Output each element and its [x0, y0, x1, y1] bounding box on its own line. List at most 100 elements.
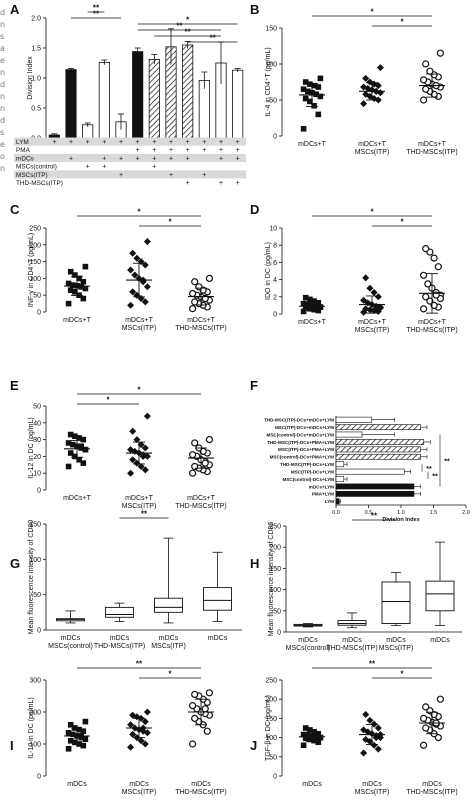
data-point-square [76, 741, 82, 747]
x-category-label: mDCs [159, 635, 179, 642]
x-category-label: mDCs+T [63, 317, 92, 324]
table-cell: + [169, 172, 173, 179]
data-point-square [82, 263, 89, 270]
data-point-square [302, 305, 309, 311]
x-category-label: THD-MSCs(ITP) [94, 643, 145, 650]
data-point-diamond [141, 444, 149, 452]
y-tick-label: 250 [265, 678, 277, 685]
y-tick-label: 100 [265, 62, 277, 69]
table-cell: + [119, 139, 123, 146]
data-point-square [67, 738, 74, 744]
significance-label: ** [185, 28, 192, 37]
table-cell: + [119, 155, 123, 162]
table-cell: + [202, 139, 206, 146]
data-point-square [80, 742, 87, 749]
y-tick-label: 10 [269, 226, 277, 233]
bar [335, 483, 415, 490]
data-point-diamond [374, 745, 382, 753]
significance-label: ** [444, 459, 450, 466]
table-cell: + [136, 139, 140, 146]
data-point-diamond [127, 721, 135, 729]
data-point-diamond [366, 716, 374, 724]
y-category-label: THD-MSC(ITP)-DCs+LYM [280, 462, 334, 467]
y-tick-label: 200 [269, 545, 281, 552]
data-point-diamond [360, 83, 368, 91]
data-point-square [72, 453, 78, 460]
data-point-diamond [129, 730, 137, 738]
margin-fragment: s [0, 128, 5, 137]
data-point-square [80, 436, 87, 443]
data-point-square [307, 736, 313, 743]
data-point-square [72, 289, 78, 295]
table-cell: + [236, 147, 240, 154]
data-point-circle [203, 727, 211, 735]
significance-label: * [106, 396, 110, 405]
data-point-diamond [141, 740, 149, 748]
data-point-square [76, 275, 82, 282]
x-category-label: mDCs+T [358, 319, 387, 326]
table-cell: + [119, 172, 123, 179]
data-point-circle [189, 740, 197, 748]
panel-letter: B [250, 2, 259, 17]
data-point-diamond [129, 456, 137, 464]
y-category-label: MSC(ITP)-DCs+LYM [291, 469, 334, 474]
data-point-square [65, 730, 72, 736]
y-category-label: LYM [325, 499, 334, 504]
data-point-diamond [141, 718, 149, 726]
x-category-label: MSCs(control) [48, 643, 93, 650]
y-axis-label: IL-10 in DC (pg/mL) [28, 697, 35, 758]
data-point-square [307, 306, 313, 312]
bar [182, 44, 194, 139]
x-category-label: mDCs [386, 637, 406, 644]
data-point-diamond [362, 274, 370, 282]
data-point-square [300, 742, 307, 749]
table-cell: + [202, 172, 206, 179]
data-point-square [65, 300, 72, 307]
y-tick-label: 150 [29, 522, 41, 529]
table-cell: + [136, 147, 140, 154]
x-category-label: THD-MSCs(ITP) [326, 645, 377, 652]
data-point-diamond [127, 266, 135, 274]
data-point-square [317, 304, 324, 310]
x-category-label: mDCs [298, 637, 318, 644]
bar [335, 498, 340, 505]
data-point-square [313, 306, 319, 312]
y-tick-label: 200 [265, 697, 277, 704]
data-point-square [302, 79, 309, 85]
y-category-label: PMA+LYM [312, 492, 334, 497]
data-point-circle [191, 714, 199, 723]
data-point-square [317, 75, 324, 82]
data-point-diamond [143, 237, 151, 245]
significance-label: ** [426, 466, 432, 473]
y-axis-label: IDO in DC (pg/mL) [265, 242, 272, 300]
data-point-diamond [141, 466, 149, 474]
data-point-circle [189, 451, 197, 459]
x-category-label: mDCs+T [358, 141, 387, 148]
data-point-circle [422, 703, 430, 711]
data-point-square [70, 282, 76, 288]
data-point-diamond [127, 469, 135, 477]
y-category-label: MSC(ITP)-DCs+PMA+LYM [278, 447, 334, 452]
x-category-label: mDCs+T [298, 141, 327, 148]
data-point-square [313, 91, 319, 98]
data-point-circle [205, 274, 213, 282]
data-point-circle [189, 701, 197, 710]
box-body [337, 620, 367, 626]
data-point-square [305, 301, 311, 308]
data-point-diamond [370, 289, 378, 296]
bar [335, 453, 421, 460]
data-point-diamond [362, 74, 370, 82]
data-point-diamond [362, 736, 370, 744]
y-tick-label: 10 [33, 471, 41, 478]
table-cell: + [152, 155, 156, 162]
bar [335, 446, 421, 453]
table-cell: + [102, 155, 106, 162]
y-tick-label: 0 [273, 134, 277, 141]
table-cell: + [86, 139, 90, 146]
y-category-label: THD-MSC(ITP)-DCs+PMA+LYM [267, 440, 334, 445]
table-row-label: MSCs(control) [16, 164, 57, 171]
data-point-circle [191, 298, 199, 306]
data-point-diamond [127, 446, 135, 454]
bar [335, 416, 373, 423]
y-tick-label: 2.0 [31, 16, 41, 23]
